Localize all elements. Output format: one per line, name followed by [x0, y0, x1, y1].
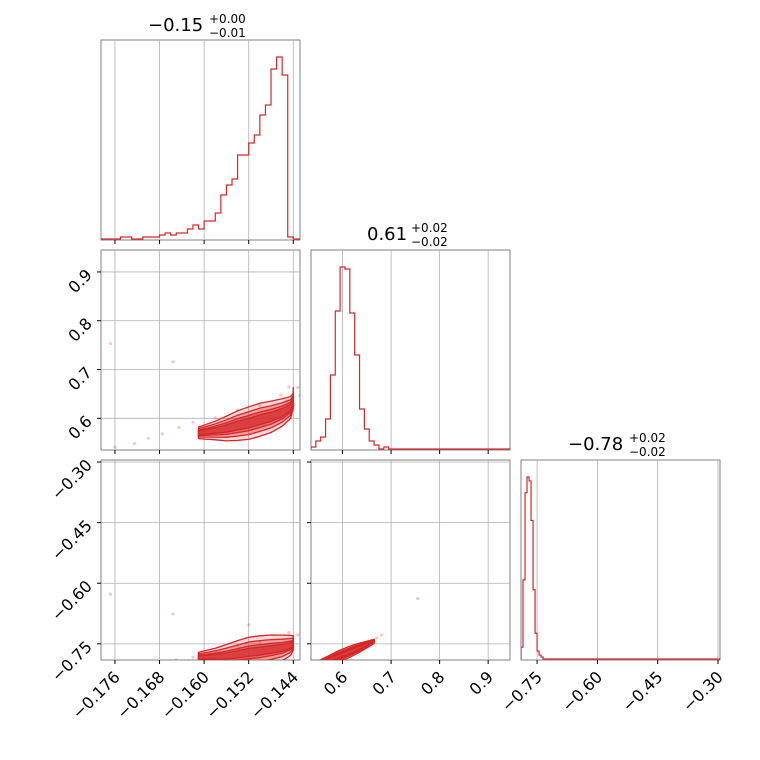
y-tick-label: −0.30 [48, 455, 96, 503]
y-tick-label: 0.6 [64, 412, 95, 443]
title-param-1: 0.61 [367, 224, 407, 245]
scatter-point [132, 442, 137, 446]
scatter-point [171, 612, 175, 616]
panel-1-1 [310, 249, 511, 454]
x-tick-label: −0.152 [202, 667, 257, 722]
title-param-0: −0.15 [148, 15, 203, 36]
x-tick-label: 0.7 [368, 667, 399, 698]
density-contour [318, 638, 375, 660]
x-tick-label: −0.60 [558, 667, 606, 715]
title-value-0: −0.15 [148, 15, 203, 36]
panel-2-0: −0.176−0.168−0.160−0.152−0.144 −0.75 −0.60… [48, 455, 302, 722]
scatter-point [287, 385, 291, 389]
scatter-point [177, 425, 181, 430]
density-contour [197, 387, 294, 442]
scatter-point [298, 393, 300, 397]
scatter-point [136, 662, 139, 665]
scatter-point [258, 404, 262, 408]
panel-frame [310, 459, 511, 661]
title-minus-2: −0.02 [629, 445, 666, 459]
x-tick-label: −0.75 [498, 667, 546, 715]
scatter-point [279, 393, 283, 397]
scatter-point [191, 655, 195, 659]
scatter-point [160, 432, 164, 436]
x-tick-label: 0.9 [466, 667, 497, 698]
histogram-2 [521, 476, 720, 660]
scatter-point [108, 592, 113, 596]
x-tick-label: −0.144 [247, 667, 302, 722]
title-value-1: 0.61 [367, 224, 407, 245]
histogram-1 [311, 266, 510, 450]
scatter-point [174, 658, 178, 660]
title-param-2: −0.78 [568, 434, 623, 455]
scatter-point [247, 623, 251, 627]
scatter-point [312, 662, 315, 665]
y-tick-label: −0.60 [48, 577, 96, 625]
title-value-2: −0.78 [568, 434, 623, 455]
panel-plot-area [311, 250, 510, 450]
panels-layer: −0.75 −0.60 −0.45 −0.300.60.70.80.9−0.176−0… [48, 39, 727, 723]
histogram-0 [101, 56, 300, 240]
panel-2-1: 0.6 0.7 0.8 0.9 [307, 459, 511, 699]
scatter-point [171, 360, 175, 364]
x-tick-label: −0.168 [113, 667, 168, 722]
x-tick-label: −0.30 [679, 667, 727, 715]
scatter-point [146, 436, 150, 440]
panel-plot-area [521, 460, 720, 660]
title-plus-1: +0.02 [411, 221, 448, 235]
scatter-point [213, 416, 217, 420]
scatter-point [152, 660, 155, 663]
scatter-point [296, 633, 300, 637]
x-tick-label: −0.176 [68, 667, 123, 722]
panel-frame [310, 249, 511, 451]
title-minus-1: −0.02 [411, 235, 448, 249]
panel-1-0: 0.6 0.7 0.8 0.9 [64, 249, 301, 454]
panel-plot-area [311, 460, 510, 665]
y-tick-label: 0.7 [64, 363, 95, 394]
y-tick-label: 0.8 [64, 314, 95, 345]
panel-frame [100, 39, 301, 241]
x-tick-label: 0.8 [417, 667, 448, 698]
panel-plot-area [101, 460, 300, 667]
y-tick-label: −0.75 [48, 637, 96, 685]
scatter-point [287, 630, 291, 635]
scatter-point [113, 445, 117, 449]
panel-plot-area [101, 250, 300, 450]
y-tick-label: −0.45 [48, 516, 96, 564]
panel-2-2: −0.75 −0.60 −0.45 −0.30 [498, 459, 727, 715]
panel-frame [520, 459, 721, 661]
panel-frame [100, 459, 301, 661]
x-tick-label: −0.45 [618, 667, 666, 715]
title-plus-0: +0.00 [209, 12, 246, 26]
scatter-point [374, 636, 379, 640]
title-plus-2: +0.02 [629, 431, 666, 445]
panel-plot-area [101, 40, 300, 240]
density-contour [197, 634, 294, 660]
panel-0-0 [100, 39, 301, 244]
x-tick-label: 0.6 [320, 667, 351, 698]
y-tick-label: 0.9 [64, 265, 95, 296]
scatter-point [116, 664, 119, 667]
scatter-point [316, 661, 319, 664]
title-minus-0: −0.01 [209, 26, 246, 40]
scatter-point [108, 342, 113, 346]
scatter-point [296, 385, 300, 390]
density-fill [198, 391, 294, 435]
x-tick-label: −0.160 [158, 667, 213, 722]
scatter-point [379, 633, 383, 637]
scatter-point [416, 596, 420, 601]
scatter-point [191, 420, 195, 424]
